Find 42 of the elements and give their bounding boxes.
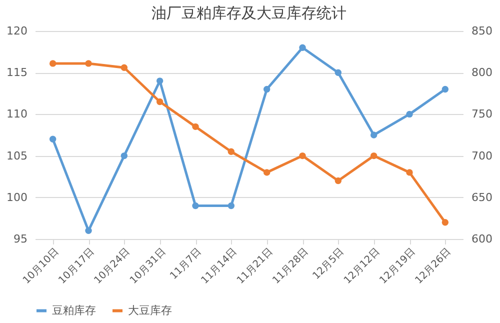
- point: [192, 123, 199, 130]
- point: [120, 152, 128, 160]
- point: [299, 152, 306, 160]
- y2-tick-label: 650: [472, 190, 492, 204]
- point: [49, 60, 56, 67]
- x-tick-label: 10月31日: [128, 246, 168, 286]
- point: [334, 69, 342, 76]
- point: [263, 169, 270, 176]
- x-tick-label: 12月26日: [414, 246, 454, 286]
- point: [334, 177, 342, 184]
- chart-title: 油厂豆粕库存及大豆库存统计: [152, 4, 346, 22]
- point: [442, 219, 449, 226]
- point: [263, 86, 270, 93]
- point: [192, 202, 199, 210]
- legend-label: 豆粕库存: [52, 304, 96, 317]
- y-tick-label: 95: [14, 232, 28, 246]
- y-tick-label: 100: [6, 190, 28, 204]
- point: [406, 110, 413, 118]
- point: [299, 44, 306, 51]
- point: [370, 132, 378, 138]
- point: [442, 86, 449, 93]
- y-tick-label: 110: [6, 108, 28, 121]
- y2-tick-label: 750: [472, 108, 492, 121]
- point: [120, 64, 128, 71]
- point: [406, 169, 413, 176]
- y-tick-label: 120: [6, 24, 28, 38]
- point: [370, 152, 378, 160]
- point: [228, 202, 235, 210]
- y-tick-label: 105: [6, 149, 28, 162]
- point: [49, 136, 56, 143]
- y2-tick-label: 850: [472, 24, 492, 38]
- point: [85, 227, 92, 234]
- y-tick-label: 115: [6, 66, 28, 80]
- legend-label: 大豆库存: [128, 304, 172, 317]
- point: [85, 60, 92, 67]
- x-tick-label: 11月28日: [270, 246, 311, 286]
- y2-tick-label: 700: [472, 149, 492, 162]
- point: [156, 78, 164, 84]
- point: [228, 148, 235, 155]
- y2-tick-label: 600: [472, 232, 492, 246]
- y2-tick-label: 800: [472, 66, 492, 80]
- point: [156, 98, 164, 106]
